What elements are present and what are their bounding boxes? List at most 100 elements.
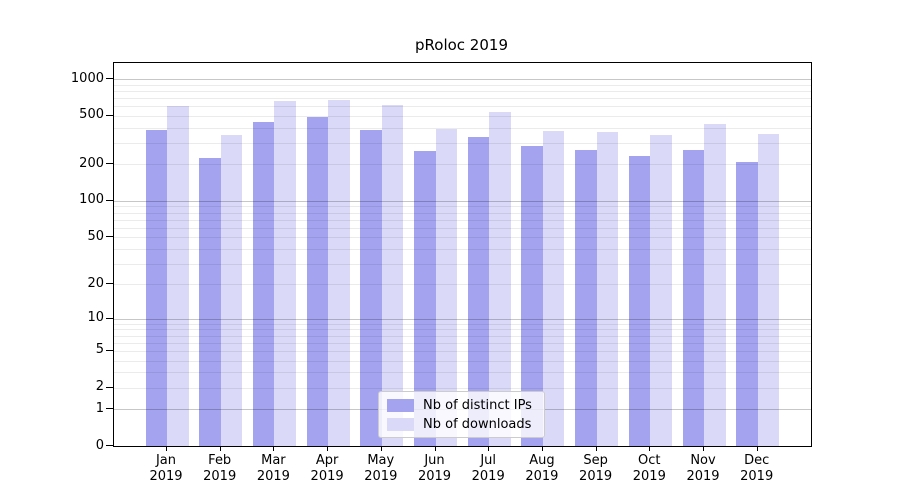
y-tick-mark-50 <box>106 236 113 238</box>
y-tick-mark-1000 <box>106 78 113 79</box>
bar-downloads-aug <box>542 130 565 446</box>
plot-area <box>113 62 812 447</box>
x-tick-mark-sep <box>595 446 597 451</box>
legend-swatch-downloads-icon <box>387 417 414 431</box>
x-tick-label-jul: Jul 2019 <box>458 453 518 485</box>
x-tick-label-oct: Oct 2019 <box>619 453 679 485</box>
gridline-minor-600 <box>114 106 811 108</box>
x-tick-label-dec: Dec 2019 <box>727 453 787 485</box>
gridline-minor-3 <box>114 372 811 374</box>
y-tick-mark-100 <box>106 199 113 201</box>
bar-downloads-feb <box>220 134 243 446</box>
bar-downloads-oct <box>650 135 672 446</box>
x-tick-mark-may <box>380 446 382 451</box>
bar-distinct-ips-feb <box>199 158 221 446</box>
x-tick-mark-jan <box>166 446 167 451</box>
bar-distinct-ips-may <box>360 130 382 446</box>
bar-distinct-ips-dec <box>736 161 758 446</box>
x-tick-month-feb: Feb <box>208 453 232 468</box>
bar-downloads-may <box>381 105 404 446</box>
gridline-minor-30 <box>114 263 811 265</box>
y-tick-label-0: 0 <box>95 437 104 453</box>
gridline-minor-60 <box>114 227 811 229</box>
y-tick-label-1: 1 <box>95 400 104 416</box>
x-tick-label-aug: Aug 2019 <box>512 453 572 485</box>
x-tick-month-may: May <box>367 453 395 468</box>
x-tick-year-sep: 2019 <box>579 469 613 484</box>
x-tick-year-dec: 2019 <box>740 469 774 484</box>
gridline-minor-800 <box>114 90 811 92</box>
gridline-minor-700 <box>114 97 811 99</box>
y-tick-label-20: 20 <box>87 275 104 291</box>
chart-title: pRoloc 2019 <box>415 36 508 54</box>
x-tick-mark-aug <box>541 446 543 451</box>
bar-downloads-mar <box>274 101 296 446</box>
gridline-minor-20 <box>114 284 811 286</box>
legend-swatch-distinct-ips-icon <box>387 398 414 412</box>
gridline-minor-2 <box>114 387 811 389</box>
bar-downloads-dec <box>757 133 780 446</box>
gridline-minor-90 <box>114 206 811 208</box>
gridline-minor-9 <box>114 323 811 325</box>
bar-downloads-sep <box>596 131 619 446</box>
x-tick-label-sep: Sep 2019 <box>566 453 626 485</box>
y-tick-mark-2 <box>106 386 113 388</box>
x-tick-label-may: May 2019 <box>351 453 411 485</box>
x-tick-mark-jun <box>434 446 436 451</box>
x-tick-mark-jul <box>488 446 490 451</box>
x-tick-label-jan: Jan 2019 <box>136 453 196 485</box>
y-tick-label-2: 2 <box>95 379 104 395</box>
gridline-minor-40 <box>114 248 811 250</box>
y-tick-label-1000: 1000 <box>70 70 104 86</box>
y-tick-mark-200 <box>106 163 113 165</box>
x-tick-year-aug: 2019 <box>525 469 559 484</box>
gridline-minor-6 <box>114 342 811 344</box>
x-tick-month-nov: Nov <box>690 453 716 468</box>
x-tick-mark-apr <box>327 446 329 451</box>
gridline-minor-8 <box>114 329 811 331</box>
x-tick-year-feb: 2019 <box>203 469 237 484</box>
bar-downloads-jun <box>435 129 457 446</box>
x-tick-year-mar: 2019 <box>256 469 290 484</box>
gridline-minor-5 <box>114 350 811 352</box>
x-tick-label-apr: Apr 2019 <box>297 453 357 485</box>
bar-downloads-jan <box>167 105 189 446</box>
x-tick-month-oct: Oct <box>638 453 661 468</box>
x-tick-month-mar: Mar <box>261 453 286 468</box>
legend-item-distinct-ips: Nb of distinct IPs <box>387 398 536 413</box>
gridline-minor-300 <box>114 142 811 144</box>
gridline-minor-50 <box>114 237 811 239</box>
x-tick-month-sep: Sep <box>583 453 608 468</box>
x-tick-year-jul: 2019 <box>471 469 505 484</box>
x-tick-month-aug: Aug <box>529 453 555 468</box>
bar-distinct-ips-nov <box>682 149 704 446</box>
y-tick-mark-5 <box>106 349 113 351</box>
x-tick-month-jan: Jan <box>155 453 177 468</box>
y-tick-label-5: 5 <box>95 342 104 358</box>
y-tick-label-500: 500 <box>79 107 104 123</box>
gridline-major-100 <box>114 200 811 202</box>
gridline-major-1000 <box>114 79 811 80</box>
x-tick-mark-nov <box>703 446 704 451</box>
y-tick-label-100: 100 <box>79 192 104 208</box>
x-tick-mark-feb <box>219 446 221 451</box>
y-tick-mark-1 <box>106 408 113 410</box>
x-tick-year-oct: 2019 <box>632 469 666 484</box>
bar-distinct-ips-apr <box>306 116 329 446</box>
bar-distinct-ips-aug <box>521 145 543 446</box>
bar-distinct-ips-jun <box>414 150 436 446</box>
x-tick-month-dec: Dec <box>744 453 770 468</box>
x-tick-year-jun: 2019 <box>417 469 452 484</box>
bar-downloads-apr <box>328 99 350 446</box>
y-tick-mark-500 <box>106 114 113 116</box>
y-tick-mark-20 <box>106 283 113 285</box>
gridline-minor-900 <box>114 84 811 86</box>
x-tick-year-jan: 2019 <box>149 469 183 484</box>
x-tick-label-mar: Mar 2019 <box>243 453 303 485</box>
x-tick-month-jun: Jun <box>424 453 445 468</box>
gridline-minor-7 <box>114 335 811 337</box>
x-tick-label-nov: Nov 2019 <box>673 453 733 485</box>
bar-downloads-nov <box>704 123 726 446</box>
x-tick-mark-dec <box>756 446 758 451</box>
bar-distinct-ips-sep <box>575 150 597 446</box>
